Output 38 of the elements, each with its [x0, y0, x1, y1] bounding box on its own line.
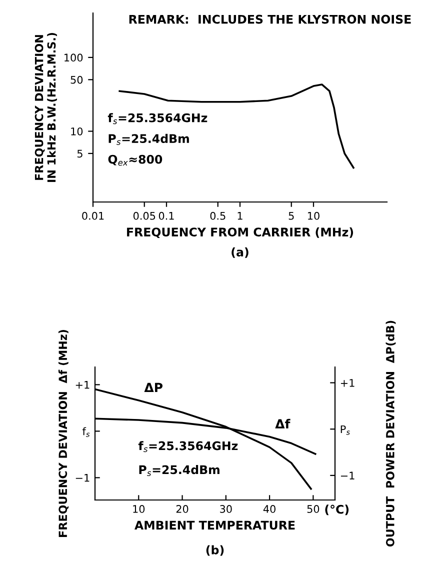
- x-tick-label: 10: [133, 505, 145, 513]
- y-tick-label: f$_{s}$: [82, 427, 90, 437]
- chart-title: REMARK: INCLUDES THE KLYSTRON NOISE: [129, 14, 411, 24]
- y2-tick-label: P$_{s}$: [340, 425, 350, 435]
- x-tick-label: 50: [307, 505, 320, 513]
- text: (b): [206, 545, 224, 556]
- x-axis-title: AMBIENT TEMPERATURE: [134, 520, 295, 530]
- x-tick-label: 30: [220, 505, 232, 513]
- y2-axis-title: OUTPUT POWER DEVIATION ΔP(dB): [386, 320, 396, 547]
- x-tick-label: 0.01: [82, 212, 104, 220]
- series-label: Δf: [275, 418, 290, 428]
- y-tick-label: −1: [76, 474, 90, 482]
- y-tick-label: 5: [77, 150, 82, 158]
- x-tick-label: 5: [288, 212, 294, 220]
- text: (a): [232, 247, 248, 258]
- y2-tick-label: −1: [340, 472, 354, 480]
- x-tick-label: 0.05: [133, 212, 156, 220]
- y-tick-label: 10: [71, 127, 83, 136]
- y-axis-title: FREQUENCY DEVIATION IN 1kHz B.W.(Hz.R.M.S.): [34, 32, 57, 182]
- y-tick-label: +1: [76, 381, 90, 389]
- x-tick-label: 10: [308, 212, 320, 220]
- x-axis-title: FREQUENCY FROM CARRIER (MHz): [127, 227, 354, 238]
- text: (°C): [325, 504, 349, 516]
- series-label: ΔP: [144, 382, 163, 392]
- x-tick-label: 0.5: [210, 212, 226, 220]
- annotation: P$_{s}$=25.4dBm: [139, 465, 220, 476]
- x-tick-label: 40: [263, 505, 276, 513]
- annotation: f$_{s}$=25.3564GHz: [138, 441, 238, 452]
- annotation: Q$_{ex}$≈800: [108, 154, 162, 166]
- y-tick-label: 50: [70, 76, 83, 84]
- y-axis-title: FREQUENCY DEVIATION Δf (MHz): [58, 330, 69, 537]
- annotation: P$_{s}$=25.4dBm: [108, 134, 189, 145]
- y2-tick-label: +1: [340, 379, 354, 387]
- y-tick-label: 100: [64, 54, 83, 62]
- x-tick-label: 20: [176, 505, 188, 513]
- annotation: f$_{s}$=25.3564GHz: [108, 113, 208, 124]
- x-tick-label: 1: [238, 212, 242, 220]
- x-tick-label: 0.1: [158, 212, 174, 220]
